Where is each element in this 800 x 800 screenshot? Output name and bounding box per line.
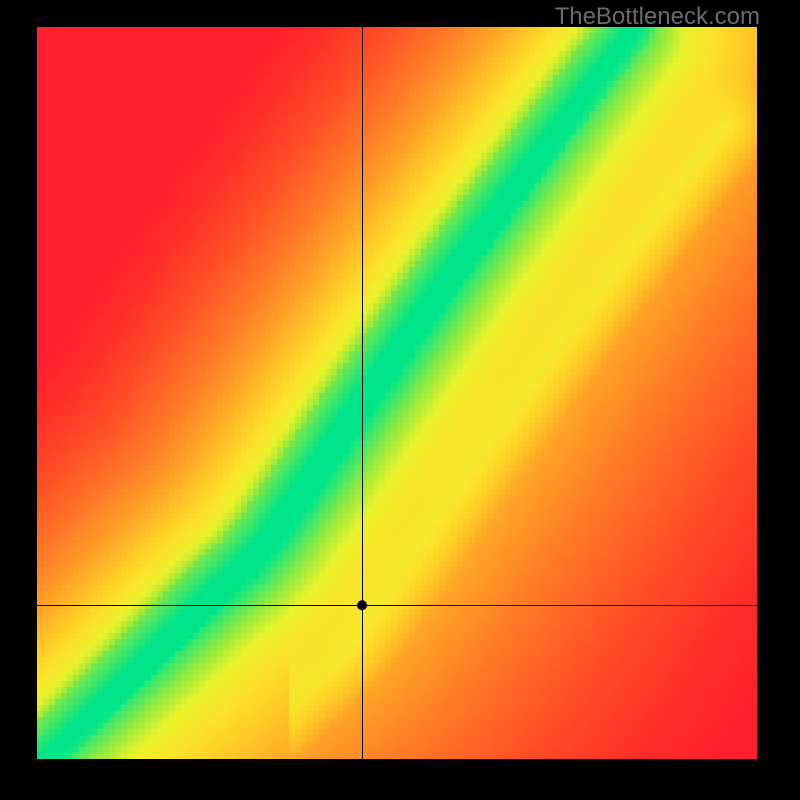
watermark-text: TheBottleneck.com [555,3,760,31]
bottleneck-heatmap [0,0,800,800]
